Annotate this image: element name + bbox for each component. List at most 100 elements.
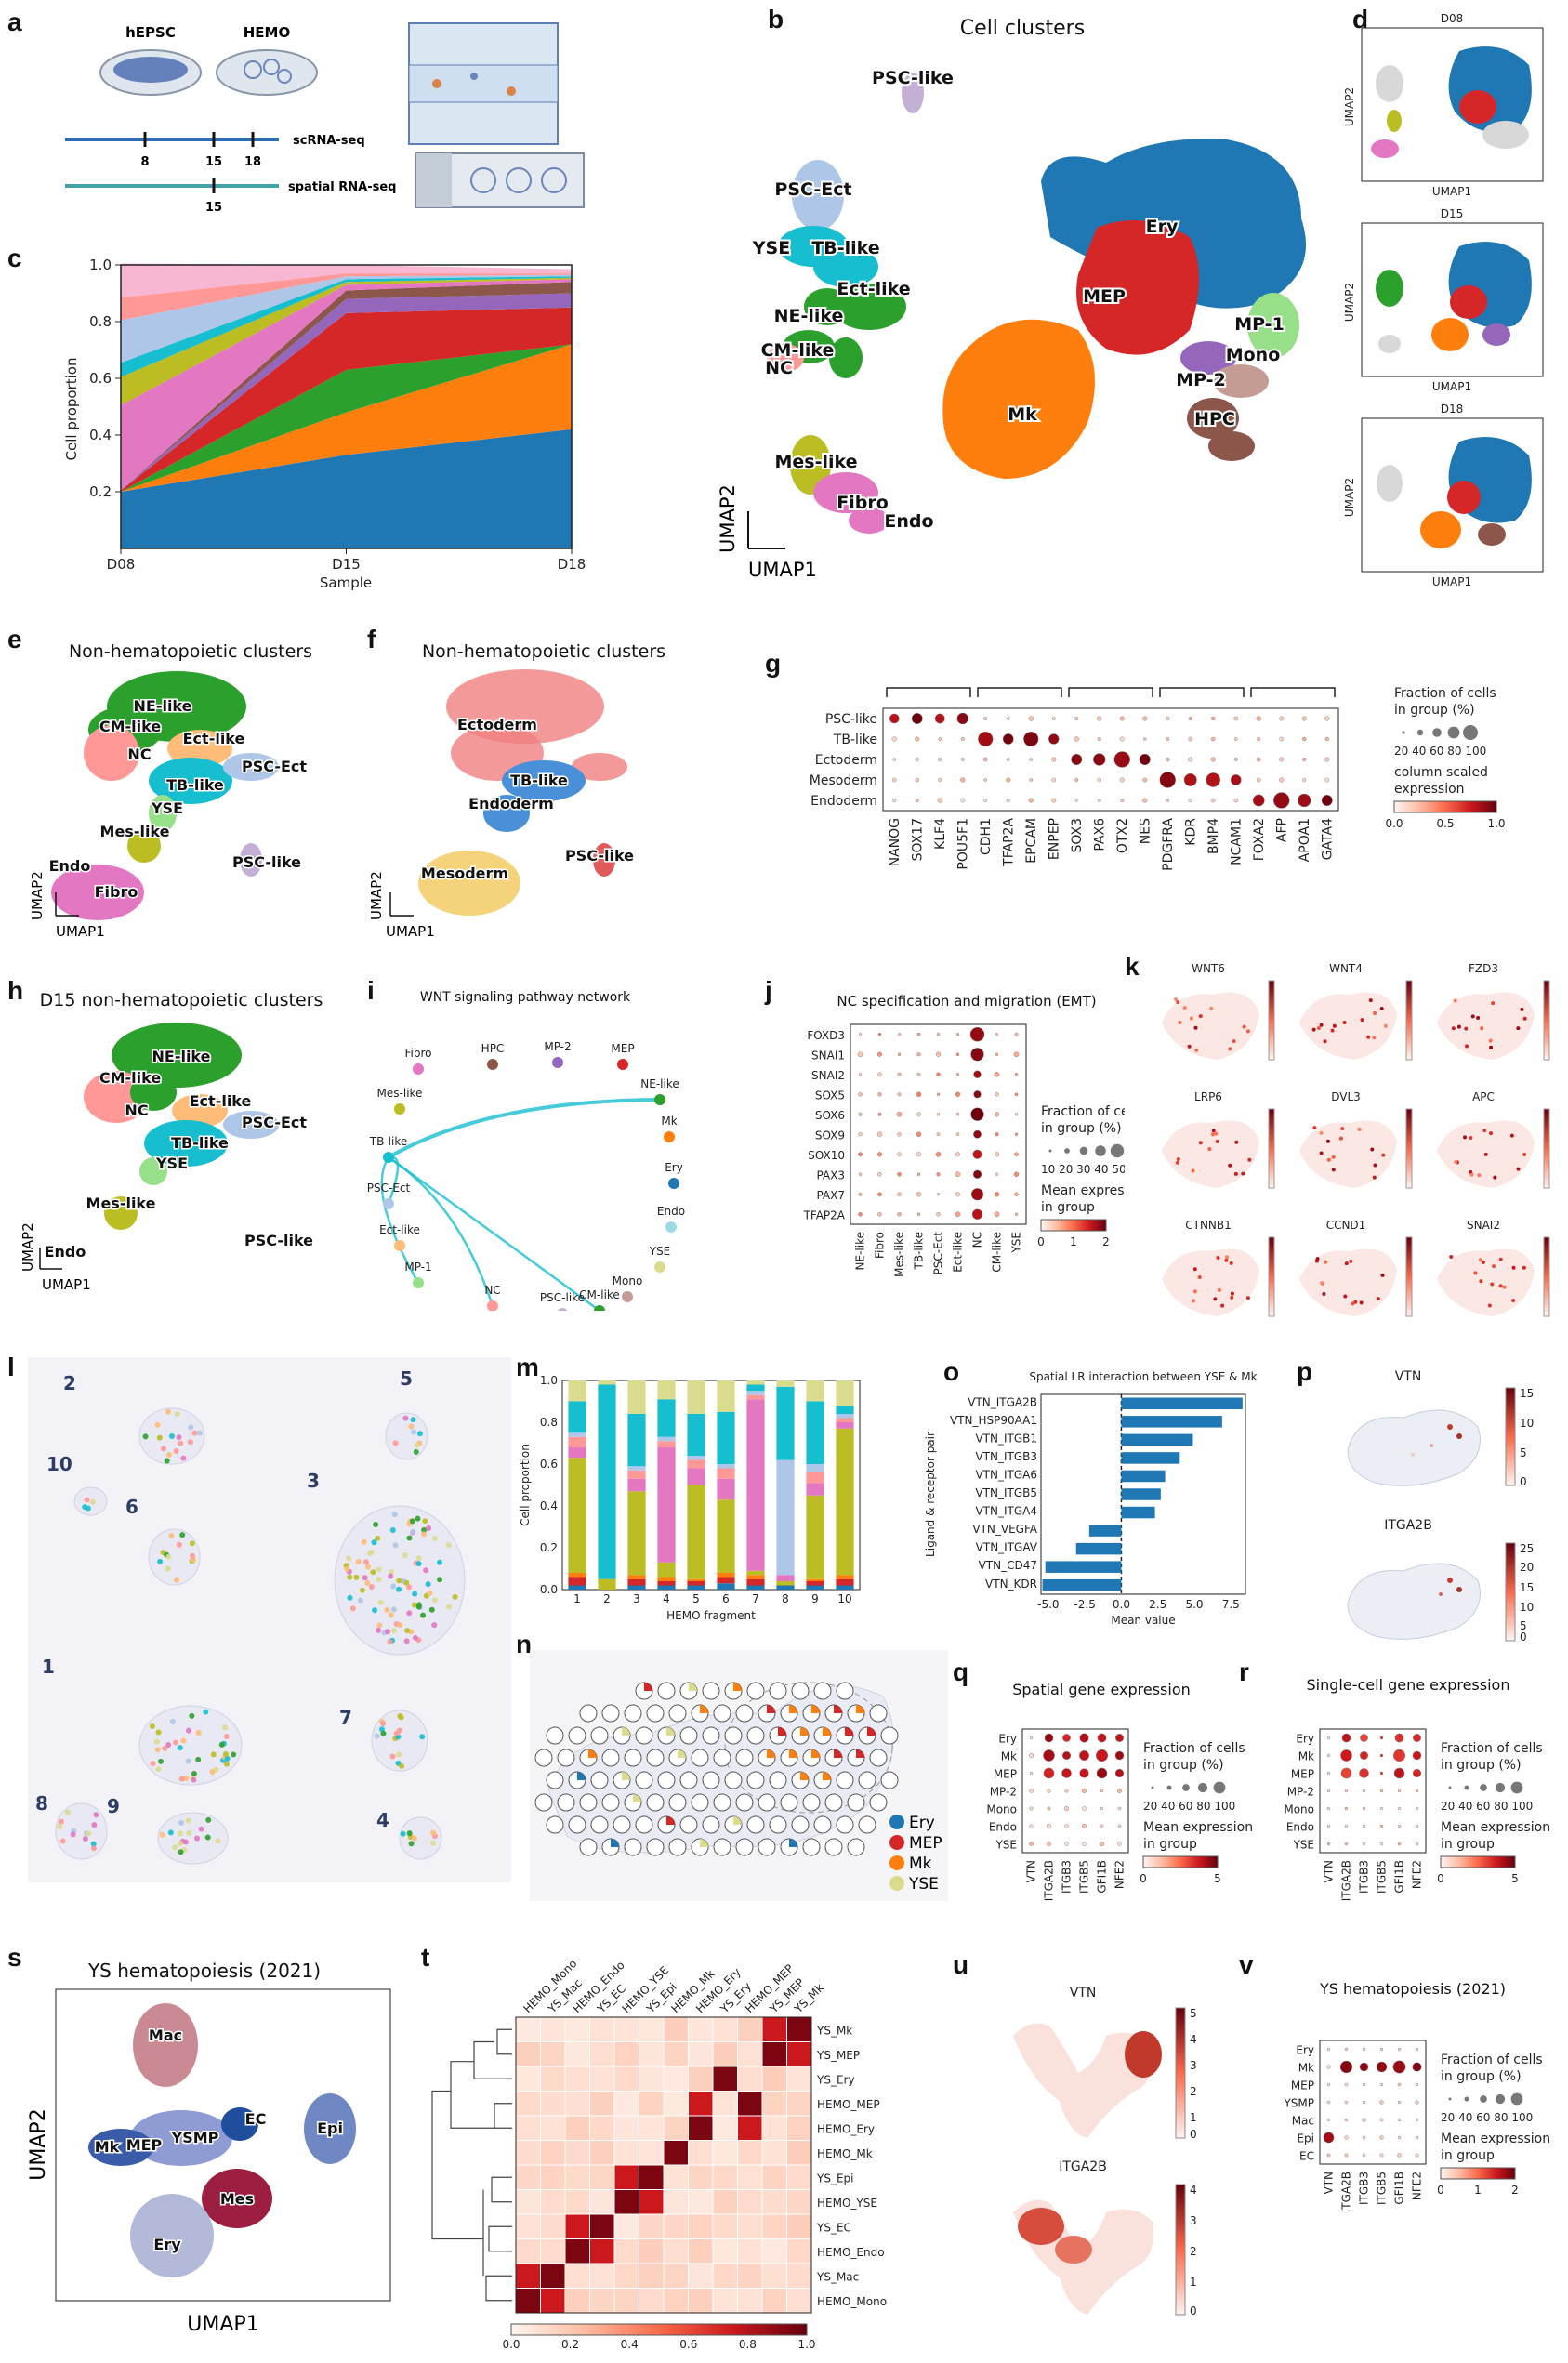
m-bar-seg-4-1 — [687, 1581, 705, 1586]
n-spot-slice — [800, 1727, 809, 1736]
dot-j-dot — [858, 1033, 863, 1036]
dot-v-dot — [1397, 2153, 1402, 2158]
o-bar-8 — [1075, 1542, 1122, 1555]
k-spot-2 — [1488, 1038, 1493, 1043]
l-fragment-label-2: 10 — [46, 1453, 72, 1475]
k-spot-8 — [1449, 1254, 1454, 1259]
i-node-14 — [622, 1291, 633, 1302]
n-spot — [791, 1682, 810, 1700]
k-gene-8: SNAI2 — [1467, 1219, 1500, 1232]
o-xtick-0: -5.0 — [1037, 1598, 1059, 1611]
m-bar-seg-8-3 — [806, 1495, 824, 1579]
dot-q-dot — [1061, 1750, 1072, 1761]
l-spot — [85, 1505, 91, 1512]
l-spot — [392, 1440, 399, 1446]
dot-g-col-10: OTX2 — [1115, 818, 1130, 853]
n-spot-slice — [845, 1727, 853, 1736]
dot-g-dot — [1166, 736, 1170, 742]
s-label-mac: Mac — [149, 2026, 182, 2044]
l-spot — [452, 1593, 458, 1600]
dot-r-dot — [1379, 1771, 1384, 1776]
k-spot-8 — [1491, 1264, 1496, 1269]
l-spot — [349, 1605, 356, 1612]
t-cell — [688, 2213, 714, 2239]
i-edge-2 — [388, 1155, 600, 1311]
dot-q-dot — [1047, 1824, 1051, 1828]
dot-v-cbar-tick-1: 1 — [1474, 2184, 1482, 2197]
t-cbar-tick-1: 0.2 — [561, 2338, 579, 2351]
s-label-ec: EC — [245, 2110, 267, 2128]
dot-j-dot — [897, 1072, 902, 1076]
l-spot — [191, 1430, 198, 1436]
t-cell — [712, 2041, 738, 2067]
dot-v-dot — [1415, 2153, 1419, 2158]
k-spot-0 — [1232, 1039, 1236, 1044]
cluster-label-mep: MEP — [1083, 286, 1126, 307]
dot-v-dot — [1379, 2135, 1384, 2140]
g-group-bracket-0 — [886, 687, 971, 697]
i-node-10 — [665, 1221, 677, 1233]
panel-letter-o: o — [943, 1357, 960, 1386]
l-spot — [347, 1574, 353, 1580]
dot-g-legend-color-title: column scaled expression — [1394, 765, 1488, 797]
dot-v-dot — [1326, 2047, 1331, 2052]
n-legend-dot-1 — [889, 1835, 904, 1850]
tick-15b: 15 — [205, 201, 222, 214]
m-bar-seg-0-0 — [568, 1585, 586, 1590]
t-cell — [786, 2288, 812, 2314]
panel-e-title: Non-hematopoietic clusters — [68, 641, 313, 662]
panel-letter-k: k — [1125, 952, 1140, 981]
l-spot — [209, 1768, 216, 1775]
i-node-label-17: CM-like — [579, 1288, 620, 1301]
e-label-cm-like: CM-like — [99, 718, 161, 735]
l-spot — [190, 1552, 196, 1559]
t-cell — [613, 2238, 639, 2264]
m-bar-seg-0-6 — [568, 1432, 586, 1437]
n-spot — [568, 1726, 586, 1745]
l-spot — [364, 1579, 371, 1586]
dot-q-dot — [1097, 1733, 1107, 1743]
l-spot — [174, 1411, 180, 1418]
l-spot — [423, 1567, 429, 1574]
dot-j-cbar-tick-2: 2 — [1102, 1235, 1110, 1248]
dot-v-dot — [1362, 2082, 1366, 2087]
i-node-1 — [487, 1059, 498, 1070]
m-bar-seg-5-8 — [717, 1380, 735, 1412]
t-cell — [761, 2213, 787, 2239]
l-spot — [160, 1446, 166, 1452]
e-label-endo: Endo — [49, 857, 91, 875]
dot-g-dot — [1119, 777, 1125, 783]
t-cbar-tick-3: 0.6 — [679, 2338, 697, 2351]
n-spot — [624, 1749, 642, 1767]
k-spot-7 — [1351, 1301, 1355, 1306]
k-spot-1 — [1368, 998, 1373, 1003]
n-spot-slice — [588, 1749, 597, 1758]
c-area-series-2 — [121, 344, 572, 492]
dot-r-dot — [1362, 1806, 1366, 1811]
n-spot-slice — [733, 1816, 742, 1825]
dot-j-col-5: Ect-like — [952, 1232, 965, 1273]
t-cell — [737, 2213, 763, 2239]
o-xtick-5: 7.5 — [1222, 1598, 1240, 1611]
t-row-4: HEMO_Ery — [817, 2122, 875, 2135]
n-spot — [813, 1682, 832, 1700]
panel-l-spatial-slide: 2 5 10 6 3 1 7 8 9 4 — [28, 1357, 511, 1882]
svg-text:15: 15 — [1520, 1581, 1534, 1594]
dot-q-dot — [1114, 1750, 1125, 1761]
t-cell — [564, 2164, 590, 2190]
dot-v-row-4: Mac — [1292, 2115, 1314, 2128]
m-bar-seg-3-0 — [657, 1585, 676, 1590]
m-bar-seg-8-0 — [806, 1585, 824, 1590]
cluster-label-cm-like: CM-like — [761, 340, 835, 361]
e-label-nc: NC — [127, 746, 151, 763]
dot-r-dot — [1344, 1789, 1349, 1793]
m-xtick-3: 4 — [663, 1592, 670, 1605]
dot-g-dot — [1165, 757, 1170, 762]
k-spot-5 — [1493, 1175, 1497, 1180]
n-spot — [802, 1793, 821, 1812]
l-spot — [57, 1823, 63, 1829]
dot-q-dot — [1081, 1823, 1087, 1829]
l-spot — [399, 1762, 405, 1769]
l-spot — [408, 1423, 415, 1430]
l-spot — [427, 1590, 433, 1596]
